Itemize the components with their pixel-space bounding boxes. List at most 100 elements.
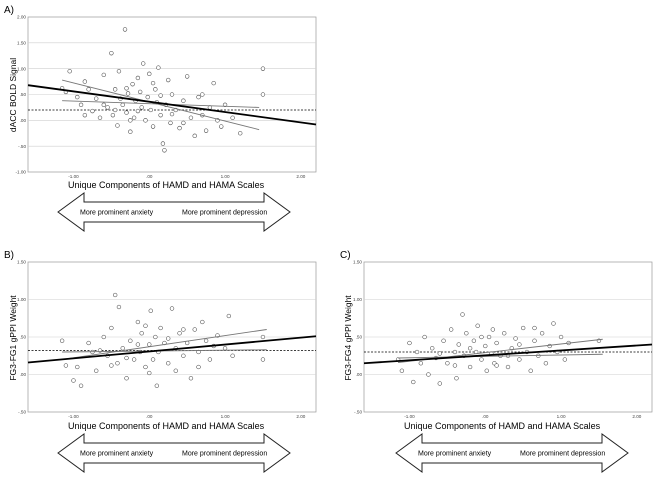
panel-a-data-point bbox=[200, 92, 205, 97]
panel-c-x-axis-label: Unique Components of HAMD and HAMA Scale… bbox=[404, 421, 601, 431]
panel-b-y-ticks: -.50 .00 .50 1.00 1.50 bbox=[17, 260, 26, 415]
panel-a-data-point bbox=[188, 115, 194, 120]
panel-b-arrow-right-text: More prominent depression bbox=[182, 451, 267, 458]
panel-b-data-point bbox=[120, 346, 125, 351]
panel-b-data-point bbox=[94, 368, 99, 373]
panel-b-data-point bbox=[147, 370, 152, 376]
panel-a-data-point bbox=[158, 93, 163, 98]
panel-b-data-point bbox=[169, 306, 175, 311]
panel-b-arrow-left-text: More prominent anxiety bbox=[80, 451, 154, 458]
panel-c-data-point bbox=[437, 381, 442, 386]
panel-a-data-point bbox=[160, 141, 166, 146]
panel-b-data-point bbox=[139, 331, 144, 336]
panel-a-data-point bbox=[184, 74, 190, 79]
panel-b-data-point bbox=[101, 334, 106, 340]
panel-c-data-point bbox=[486, 334, 492, 340]
panel-c-y-tick-label: 1.00 bbox=[353, 297, 362, 302]
panel-a-data-point bbox=[115, 123, 120, 128]
panel-c-data-point bbox=[441, 338, 446, 343]
panel-b-data-point bbox=[181, 327, 186, 332]
panel-c-data-point bbox=[475, 323, 480, 328]
panel-c-data-point bbox=[505, 364, 511, 370]
panel-b-data-point bbox=[226, 313, 232, 319]
panel-b-y-tick-label: 1.50 bbox=[17, 260, 26, 265]
panel-c-data-point bbox=[517, 357, 522, 362]
panel-a-data-point bbox=[219, 124, 224, 129]
panel-c-data-point bbox=[445, 361, 450, 366]
panel-a-data-point bbox=[158, 112, 163, 118]
panel-c-data-point bbox=[418, 361, 424, 366]
panel-c-data-point bbox=[471, 338, 477, 343]
panel-c-data-point bbox=[479, 357, 484, 362]
panel-b-data-point bbox=[116, 304, 122, 310]
panel-b-data-point bbox=[196, 364, 201, 370]
panel-c-x-tick-label: .00 bbox=[482, 414, 489, 419]
panel-a-group-lines bbox=[61, 79, 260, 131]
panel-c-data-point bbox=[452, 363, 458, 368]
panel-b-data-point bbox=[143, 323, 148, 328]
panel-c-x-tick-label: -1.00 bbox=[404, 414, 415, 419]
panel-a-x-axis-label: Unique Components of HAMD and HAMA Scale… bbox=[68, 180, 265, 190]
panel-a-data-point bbox=[101, 72, 106, 78]
panel-c-gridlines bbox=[364, 299, 652, 375]
panel-c-data-point bbox=[543, 361, 549, 366]
panel-a-data-point bbox=[192, 133, 197, 139]
panel-a-data-point bbox=[110, 112, 116, 118]
panel-a-data-point bbox=[181, 98, 186, 103]
panel-a-data-point bbox=[116, 69, 122, 74]
panel-b-data-point bbox=[109, 325, 114, 331]
panel-a-data-point bbox=[168, 120, 173, 126]
panel-b-data-point bbox=[135, 342, 141, 347]
panel-a-x-tick-label: -1.00 bbox=[68, 174, 79, 179]
panel-b-data-point bbox=[115, 361, 120, 366]
panel-a-data-point bbox=[181, 120, 186, 126]
panel-a-data-point bbox=[203, 128, 209, 133]
panel-c-data-point bbox=[483, 343, 488, 349]
panel-a-double-arrow bbox=[57, 192, 291, 232]
panel-a-data-point bbox=[147, 71, 152, 77]
panel-a-data-point bbox=[128, 129, 133, 134]
panel-a-data-point bbox=[141, 61, 146, 66]
panel-b-data-point bbox=[124, 355, 129, 361]
panel-a-data-point bbox=[125, 91, 131, 96]
panel-a-data-point bbox=[211, 80, 216, 86]
panel-a-data-point bbox=[112, 107, 118, 113]
panel-b-data-point bbox=[173, 368, 178, 373]
panel-a-data-point bbox=[82, 112, 88, 118]
panel-c-double-arrow bbox=[395, 433, 629, 473]
panel-a-data-point bbox=[137, 89, 143, 95]
panel-c-data-point bbox=[422, 334, 427, 340]
panel-c-data-point bbox=[490, 327, 496, 332]
panel-c-data-point bbox=[539, 331, 545, 336]
panel-c-data-point bbox=[479, 334, 484, 340]
panel-a-data-point bbox=[177, 125, 182, 131]
panel-c-y-tick-label: 1.50 bbox=[353, 260, 362, 265]
panel-a-data-point bbox=[150, 124, 156, 129]
panel-b-y-axis-label: FG3-FG1 gPPI Weight bbox=[8, 295, 18, 381]
panel-b-data-point bbox=[207, 357, 213, 362]
panel-c-data-point bbox=[467, 364, 473, 370]
panel-a-x-ticks: -1.00 .00 1.00 2.00 bbox=[68, 174, 306, 179]
panel-a-data-point bbox=[162, 148, 167, 153]
panel-c-data-point bbox=[494, 363, 499, 368]
panel-c-data-point bbox=[551, 321, 556, 326]
panel-b-label: B) bbox=[4, 250, 14, 261]
panel-b-data-point bbox=[150, 357, 156, 362]
panel-a-data-point bbox=[122, 27, 128, 32]
panel-a-data-point bbox=[260, 92, 266, 97]
panel-a-y-axis-label: dACC BOLD Signal bbox=[8, 58, 18, 132]
panel-a-data-point bbox=[230, 115, 235, 120]
panel-b-x-axis-label: Unique Components of HAMD and HAMA Scale… bbox=[68, 421, 265, 431]
panel-a-data-point bbox=[90, 108, 95, 114]
panel-a-data-point bbox=[196, 94, 201, 100]
panel-a-data-point bbox=[101, 102, 106, 108]
panel-a-data-point bbox=[120, 102, 125, 108]
panel-b-data-point bbox=[124, 376, 129, 381]
panel-c-data-point bbox=[448, 327, 454, 332]
panel-c-x-tick-label: 1.00 bbox=[557, 414, 566, 419]
panel-a-y-tick-label: .00 bbox=[20, 118, 27, 123]
panel-a-data-point bbox=[148, 107, 153, 113]
panel-b-points bbox=[59, 292, 266, 388]
panel-b-data-point bbox=[260, 334, 266, 340]
